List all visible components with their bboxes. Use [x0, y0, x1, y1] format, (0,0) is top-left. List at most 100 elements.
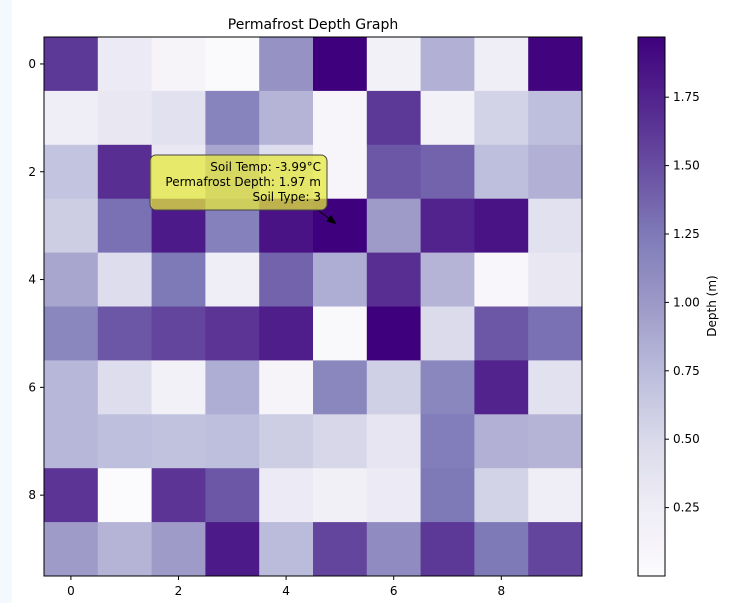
heatmap-cells [44, 37, 583, 577]
chart-title: Permafrost Depth Graph [228, 17, 399, 33]
heatmap-cell [313, 468, 368, 523]
heatmap-cell [366, 306, 422, 361]
heatmap-cell [151, 468, 206, 523]
annotation-arrow [314, 207, 337, 225]
heatmap-cell [259, 90, 314, 146]
annotation-line: Soil Type: 3 [253, 190, 322, 204]
heatmap-cell [528, 360, 583, 415]
y-tick-label: 0 [28, 57, 36, 71]
heatmap-cell [420, 198, 475, 254]
colorbar-tick-label: 0.75 [673, 364, 700, 378]
heatmap-cell [474, 414, 529, 469]
heatmap-cell [366, 414, 422, 469]
heatmap-cell [205, 37, 260, 92]
heatmap-cell [528, 306, 583, 361]
heatmap-cell [313, 306, 368, 361]
heatmap-cell [474, 144, 529, 200]
heatmap-cell [420, 90, 475, 146]
heatmap-cell [259, 252, 314, 307]
heatmap-cell [528, 252, 583, 307]
heatmap-cell [205, 90, 260, 146]
heatmap-cell [528, 198, 583, 254]
heatmap-cell [474, 198, 529, 254]
heatmap-cell [205, 522, 260, 577]
heatmap-cell [151, 252, 206, 307]
heatmap-cell [366, 144, 422, 200]
heatmap-cell [474, 37, 529, 92]
heatmap-cell [44, 522, 99, 577]
heatmap-cell [44, 414, 99, 469]
colorbar-ticks: 0.25 0.50 0.75 1.00 1.25 1.50 1.75 [665, 90, 700, 515]
heatmap-cell [151, 522, 206, 577]
heatmap-cell [259, 414, 314, 469]
heatmap-cell [313, 252, 368, 307]
heatmap-cell [528, 90, 583, 146]
heatmap-cell [205, 360, 260, 415]
colorbar-label: Depth (m) [705, 275, 719, 336]
heatmap-cell [366, 90, 422, 146]
heatmap-cell [528, 522, 583, 577]
heatmap-cell [420, 252, 475, 307]
heatmap-cell [366, 468, 422, 523]
heatmap-cell [366, 522, 422, 577]
heatmap-cell [44, 37, 99, 92]
heatmap-cell [97, 90, 153, 146]
heatmap-cell [366, 198, 422, 254]
annotation-box [149, 154, 328, 211]
heatmap-cell [420, 414, 475, 469]
heatmap-cell [97, 522, 153, 577]
annotation-line: Soil Temp: -3.99°C [210, 160, 321, 174]
window-edge [0, 0, 12, 603]
heatmap-cell [151, 414, 206, 469]
colorbar-tick-label: 1.25 [673, 227, 700, 241]
heatmap-cell [259, 522, 314, 577]
heatmap-cell [528, 414, 583, 469]
heatmap-cell [97, 360, 153, 415]
heatmap-cell [44, 306, 99, 361]
heatmap-cell [44, 90, 99, 146]
x-axis-ticks: 0 2 4 6 8 [67, 576, 505, 598]
x-tick-label: 2 [175, 584, 183, 598]
heatmap-cell [474, 306, 529, 361]
heatmap-cell [366, 360, 422, 415]
colorbar-tick-label: 1.50 [673, 159, 700, 173]
heatmap-cell [151, 90, 206, 146]
heatmap-cell [420, 144, 475, 200]
colorbar-tick-label: 0.50 [673, 432, 700, 446]
heatmap-cell [151, 37, 206, 92]
heatmap-cell [97, 144, 153, 200]
heatmap-cell [420, 306, 475, 361]
heatmap-cell [259, 360, 314, 415]
heatmap-cell [366, 252, 422, 307]
heatmap-cell [97, 198, 153, 254]
heatmap-cell [474, 522, 529, 577]
heatmap-cell [44, 144, 99, 200]
heatmap-cell [474, 90, 529, 146]
y-tick-label: 4 [28, 273, 36, 287]
heatmap-cell [259, 37, 314, 92]
heatmap-cell [259, 468, 314, 523]
colorbar [637, 36, 666, 577]
y-tick-label: 2 [28, 165, 36, 179]
plot-frame [43, 36, 583, 577]
heatmap-cell [313, 37, 368, 92]
heatmap-cell [97, 468, 153, 523]
heatmap-cell [44, 252, 99, 307]
annotation-line: Permafrost Depth: 1.97 m [165, 175, 321, 189]
heatmap-cell [44, 198, 99, 254]
x-tick-label: 0 [67, 584, 75, 598]
x-tick-label: 8 [497, 584, 505, 598]
heatmap-cell [420, 360, 475, 415]
colorbar-tick-label: 1.75 [673, 90, 700, 104]
heatmap-cell [474, 252, 529, 307]
x-tick-label: 6 [390, 584, 398, 598]
heatmap-cell [474, 468, 529, 523]
heatmap-cell [97, 252, 153, 307]
heatmap-cell [420, 522, 475, 577]
heatmap-cell [313, 414, 368, 469]
heatmap-cell [205, 414, 260, 469]
colorbar-tick-label: 1.00 [673, 295, 700, 309]
heatmap-cell [420, 37, 475, 92]
